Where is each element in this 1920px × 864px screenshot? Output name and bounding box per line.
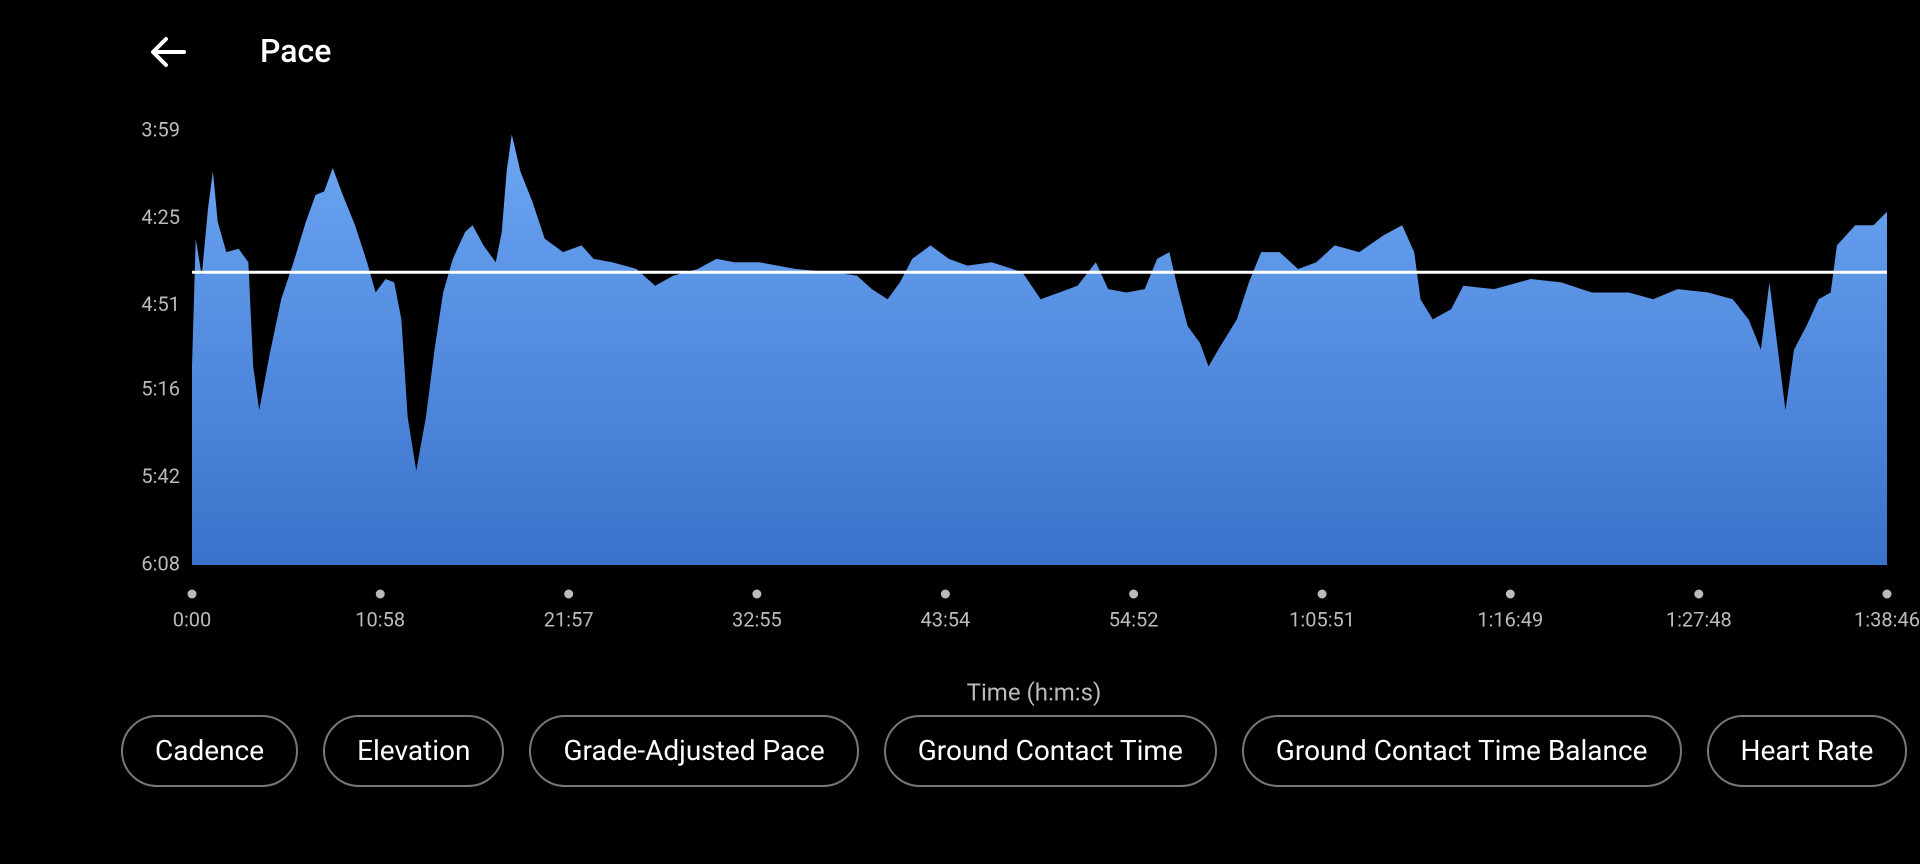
y-tick-label: 4:25: [141, 205, 180, 229]
pace-chart: Time (h:m:s) 3:59 4:25 4:51 5:16 5:42 6:08 0:0…: [141, 117, 1920, 706]
metric-chip[interactable]: Heart Rate: [1706, 715, 1908, 787]
x-tick-label: 32:55: [732, 607, 782, 631]
x-tick-dot: [187, 589, 197, 599]
y-tick-label: 6:08: [141, 551, 180, 575]
x-tick-dot: [940, 589, 950, 599]
x-tick-label: 1:38:46: [1854, 607, 1920, 631]
x-tick-label: 21:57: [544, 607, 594, 631]
metric-chip[interactable]: Cadence: [121, 715, 299, 787]
metric-chip[interactable]: Ground Contact Time: [883, 715, 1217, 787]
y-tick-label: 5:42: [141, 464, 180, 488]
x-axis-title: Time (h:m:s): [967, 678, 1102, 706]
x-tick-dot: [1505, 589, 1515, 599]
pace-area: [192, 134, 1887, 565]
x-tick-label: 0:00: [173, 607, 212, 631]
y-tick-label: 3:59: [141, 117, 180, 141]
metric-chips: Cadence Elevation Grade-Adjusted Pace Groun…: [121, 715, 1920, 791]
metric-chip[interactable]: Grade-Adjusted Pace: [529, 715, 859, 787]
x-tick-dot: [375, 589, 385, 599]
metric-chip[interactable]: Elevation: [323, 715, 505, 787]
y-tick-label: 5:16: [141, 376, 180, 400]
back-button[interactable]: [146, 30, 190, 74]
header: Pace: [0, 0, 1920, 100]
x-tick-label: 1:05:51: [1289, 607, 1355, 631]
x-tick-dot: [752, 589, 762, 599]
y-tick-label: 4:51: [141, 292, 180, 316]
x-tick-label: 43:54: [920, 607, 970, 631]
x-tick-label: 1:27:48: [1666, 607, 1732, 631]
x-tick-dot: [564, 589, 574, 599]
metric-chip[interactable]: Ground Contact Time Balance: [1241, 715, 1682, 787]
x-tick-label: 1:16:49: [1477, 607, 1543, 631]
x-tick-dot: [1694, 589, 1704, 599]
x-tick-dot: [1129, 589, 1139, 599]
x-tick-label: 54:52: [1109, 607, 1159, 631]
x-tick-label: 10:58: [355, 607, 405, 631]
x-tick-dot: [1882, 589, 1892, 599]
screen-title: Pace: [260, 32, 332, 70]
x-tick-dot: [1317, 589, 1327, 599]
